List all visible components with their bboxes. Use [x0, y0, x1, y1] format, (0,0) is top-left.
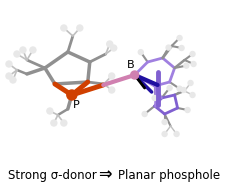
Circle shape — [20, 47, 26, 53]
Circle shape — [30, 47, 36, 53]
Circle shape — [10, 77, 16, 83]
Text: Planar phosphole: Planar phosphole — [118, 169, 220, 181]
Circle shape — [109, 87, 115, 93]
Circle shape — [47, 108, 53, 114]
Circle shape — [107, 41, 113, 47]
Circle shape — [61, 25, 67, 31]
Circle shape — [131, 71, 139, 79]
Circle shape — [111, 45, 117, 51]
Circle shape — [152, 95, 157, 101]
Circle shape — [179, 46, 184, 50]
Circle shape — [177, 86, 182, 91]
Circle shape — [166, 45, 171, 50]
Circle shape — [6, 73, 12, 79]
Circle shape — [109, 73, 115, 79]
Text: P: P — [72, 100, 79, 110]
Circle shape — [184, 63, 189, 68]
Circle shape — [185, 108, 190, 112]
Circle shape — [6, 61, 12, 67]
Text: ⇒: ⇒ — [98, 167, 112, 183]
Text: B: B — [127, 60, 134, 70]
Circle shape — [61, 120, 67, 126]
Circle shape — [188, 81, 193, 85]
Circle shape — [190, 51, 195, 57]
Circle shape — [142, 112, 147, 116]
Circle shape — [177, 36, 182, 40]
Circle shape — [67, 90, 77, 100]
Text: Strong σ-donor: Strong σ-donor — [8, 169, 97, 181]
Circle shape — [174, 132, 179, 136]
Circle shape — [138, 50, 143, 55]
Circle shape — [77, 25, 83, 31]
Circle shape — [51, 120, 57, 126]
Circle shape — [14, 51, 20, 57]
Circle shape — [162, 119, 167, 125]
Circle shape — [162, 132, 167, 136]
Circle shape — [190, 92, 195, 98]
Circle shape — [167, 85, 172, 91]
Circle shape — [191, 61, 196, 67]
Circle shape — [181, 88, 186, 92]
